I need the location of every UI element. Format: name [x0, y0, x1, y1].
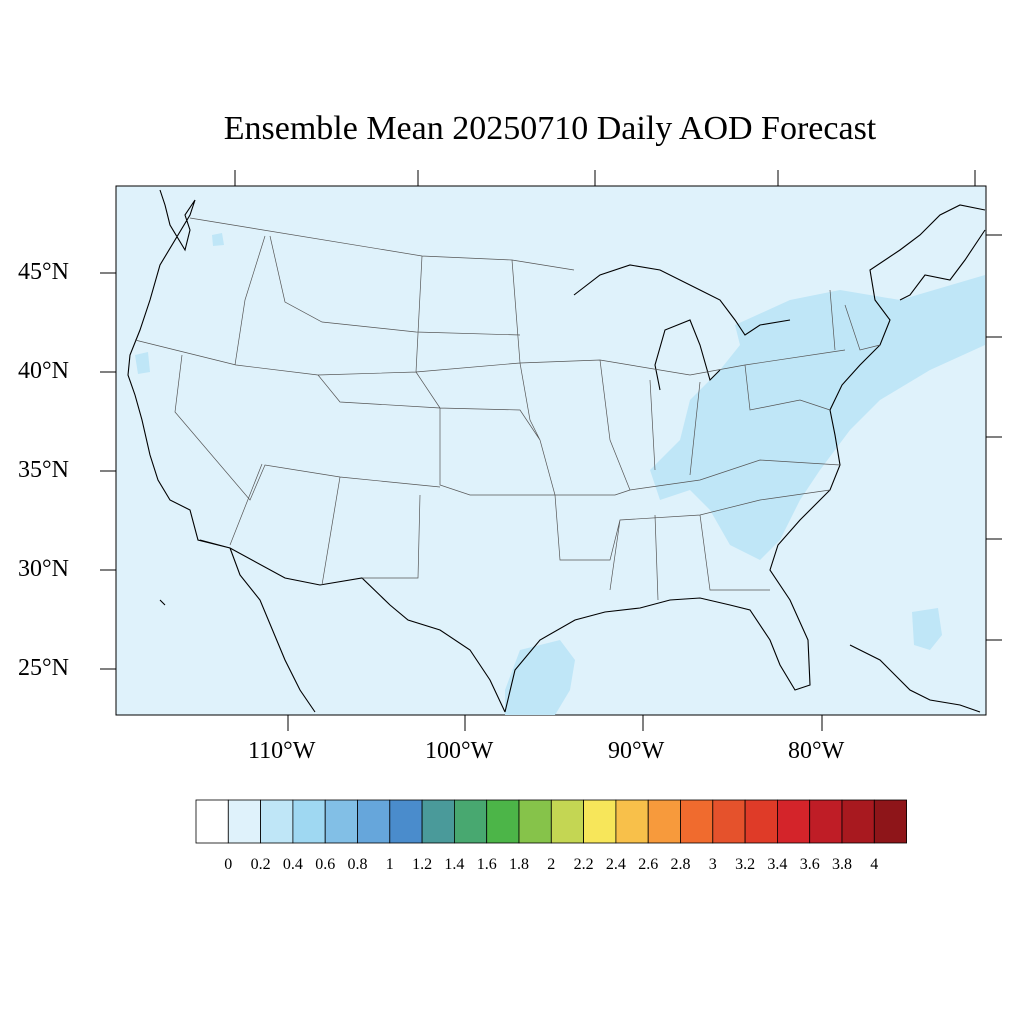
colorbar-box [873, 799, 907, 844]
colorbar-tick-label: 0.8 [347, 856, 368, 873]
coastlines [127, 189, 986, 713]
lon-label-100w: 100°W [425, 738, 494, 764]
colorbar-box [195, 799, 229, 844]
aod-plume-nw [212, 233, 224, 246]
lon-label-80w: 80°W [788, 738, 845, 764]
state-lines [134, 217, 881, 601]
colorbar-tick-label: 1.4 [444, 856, 465, 873]
colorbar-box [486, 799, 520, 844]
colorbar-tick-label: 2.6 [638, 856, 659, 873]
colorbar-box [777, 799, 811, 844]
map-title: Ensemble Mean 20250710 Daily AOD Forecas… [223, 110, 877, 147]
colorbar-box [744, 799, 778, 844]
colorbar-tick-label: 1.8 [509, 856, 529, 873]
colorbar-tick-label: 0.2 [250, 856, 271, 873]
colorbar-box [453, 799, 488, 844]
lat-label-45: 45°N [18, 259, 69, 285]
lon-label-110w: 110°W [248, 738, 316, 764]
colorbar-box [389, 799, 423, 844]
lat-label-30: 30°N [18, 556, 69, 582]
lat-label-35: 35°N [18, 457, 69, 483]
colorbar-tick-label: 3.4 [767, 856, 788, 873]
colorbar-tick-label: 2.2 [573, 856, 594, 873]
aod-plume-gulf [505, 640, 575, 715]
colorbar-box [292, 799, 326, 844]
colorbar-box [260, 799, 294, 844]
us-outline [127, 189, 986, 713]
colorbar-tick-label: 1.6 [476, 856, 497, 873]
colorbar-box [712, 799, 746, 844]
colorbar-box [841, 799, 875, 844]
colorbar-box [680, 799, 714, 844]
colorbar-tick-label: 3.8 [832, 856, 852, 873]
aod-plumes [135, 233, 985, 715]
colorbar-box [357, 799, 391, 844]
colorbar-tick-label: 1 [385, 856, 394, 873]
colorbar-tick-label: 1.2 [412, 856, 433, 873]
colorbar [195, 799, 907, 844]
lon-label-90w: 90°W [608, 738, 665, 764]
map-frame [115, 185, 987, 716]
ticks [100, 170, 1002, 731]
aod-plume-east [650, 275, 985, 560]
colorbar-tick-label: 0.6 [315, 856, 336, 873]
colorbar-box [324, 799, 358, 844]
colorbar-tick-label: 2 [547, 856, 556, 873]
lat-label-25: 25°N [18, 655, 69, 681]
aod-plume-ca [135, 352, 150, 374]
lat-label-40: 40°N [18, 358, 69, 384]
colorbar-tick-label: 3.6 [799, 856, 820, 873]
colorbar-tick-label: 2.4 [605, 856, 626, 873]
colorbar-box [421, 799, 455, 844]
colorbar-tick-label: 0.4 [282, 856, 303, 873]
aod-plume-atlantic [912, 608, 942, 650]
colorbar-tick-label: 3 [708, 856, 717, 873]
colorbar-tick-label: 2.8 [670, 856, 691, 873]
colorbar-box [550, 799, 584, 844]
colorbar-tick-label: 3.2 [735, 856, 756, 873]
colorbar-tick-label: 0 [224, 856, 233, 873]
state-border-lines [134, 217, 881, 601]
colorbar-tick-label: 4 [870, 856, 879, 873]
colorbar-box [809, 799, 843, 844]
colorbar-box [615, 799, 649, 844]
colorbar-box [583, 799, 617, 844]
colorbar-box [647, 799, 681, 844]
colorbar-box [518, 799, 552, 844]
colorbar-box [227, 799, 262, 844]
